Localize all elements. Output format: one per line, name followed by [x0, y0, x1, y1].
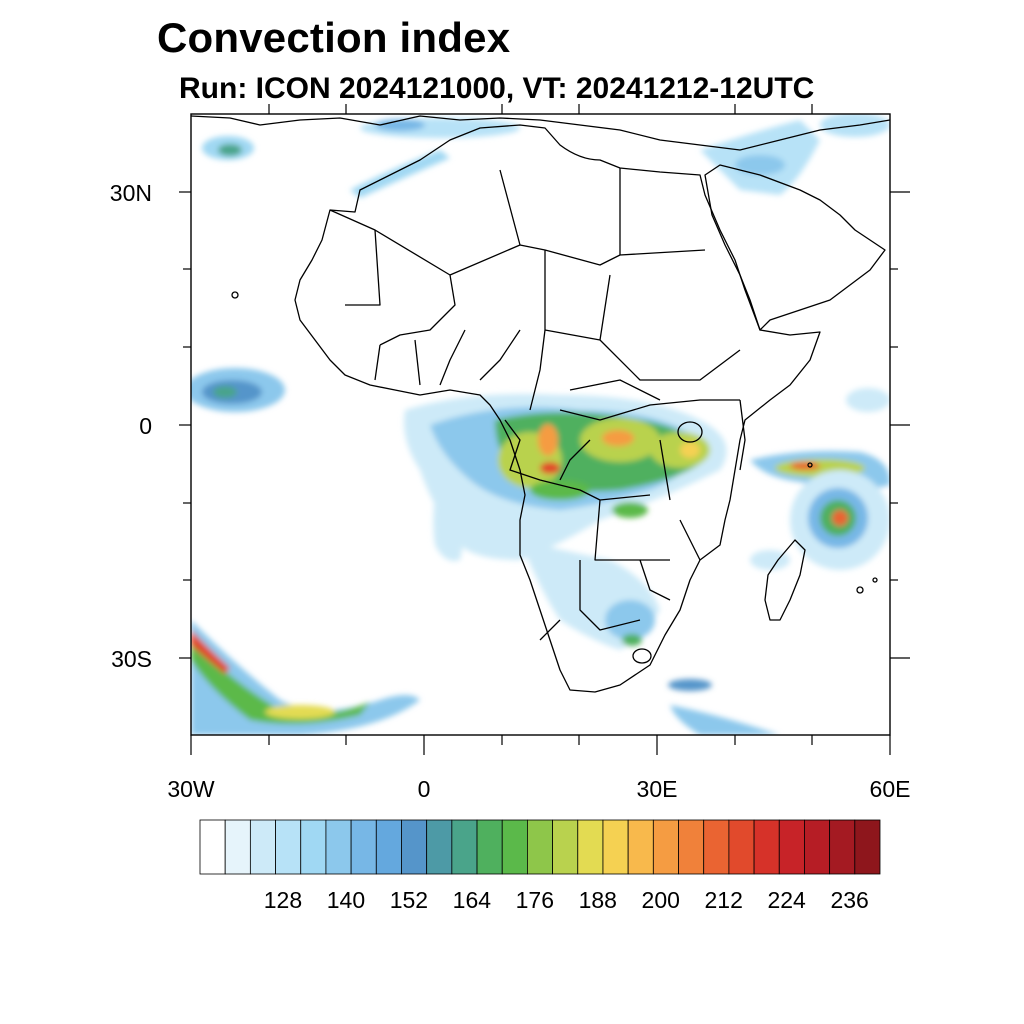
colorbar-swatch	[300, 819, 327, 875]
colorbar-swatch	[753, 819, 780, 875]
field-area-lesotho	[622, 634, 642, 646]
madagascar-coastline	[764, 539, 806, 621]
field-area-southeast-band	[670, 705, 780, 735]
colorbar-swatch	[552, 819, 579, 875]
lesotho-border	[632, 648, 652, 664]
colorbar-swatch	[804, 819, 831, 875]
colorbar-swatch	[476, 819, 503, 875]
colorbar-swatch	[602, 819, 629, 875]
field-area-south-atlantic-core	[191, 640, 370, 724]
field-area-south-atlantic-peak	[191, 630, 230, 674]
chart-subtitle: Run: ICON 2024121000, VT: 20241212-12UTC	[179, 72, 815, 105]
coastlines	[191, 115, 890, 693]
colorbar-swatch	[829, 819, 856, 875]
colorbar-swatch	[426, 819, 453, 875]
colorbar-label: 152	[389, 887, 429, 913]
lon-label-0: 0	[417, 776, 431, 802]
colorbar-swatch	[652, 819, 679, 875]
country-borders	[329, 168, 746, 641]
lat-label-0: 0	[139, 413, 152, 439]
field-area-tanzania-peak	[680, 442, 700, 458]
colorbar-swatch	[703, 819, 730, 875]
field-area-south-atlantic-mid	[265, 705, 335, 719]
colorbar-swatch	[451, 819, 478, 875]
colorbar-swatch	[678, 819, 705, 875]
colorbar-swatch	[350, 819, 377, 875]
colorbar-label: 164	[452, 887, 492, 913]
island	[856, 586, 864, 594]
island	[231, 291, 239, 299]
island	[807, 462, 813, 468]
field-area-gabon-peak	[538, 424, 558, 456]
field-area-nw-atlantic-core	[218, 144, 242, 156]
colorbar-swatch	[501, 819, 528, 875]
convection-field	[191, 114, 890, 735]
field-area-atlantic-west-peak	[213, 386, 237, 398]
colorbar-label: 188	[578, 887, 617, 913]
colorbar-swatch	[527, 819, 553, 875]
lake-tanganyika	[659, 439, 671, 501]
colorbar-label: 236	[830, 887, 869, 913]
field-area-south-africa	[605, 600, 655, 640]
colorbar-swatch	[325, 819, 352, 875]
lon-label-30e: 30E	[636, 776, 678, 802]
field-area-madagascar	[750, 550, 790, 570]
colorbar-swatch	[249, 819, 276, 875]
colorbar-swatch	[854, 819, 881, 875]
europe-coastline	[191, 115, 890, 151]
colorbar-label: 176	[515, 887, 554, 913]
field-area-north-africa	[350, 150, 450, 198]
africa-coastline	[294, 124, 821, 693]
lake-victoria	[677, 421, 703, 443]
colorbar-label: 128	[263, 887, 303, 913]
island	[872, 577, 878, 583]
arabia-coastline	[704, 164, 886, 331]
lat-label-30s: 30S	[111, 646, 152, 672]
field-area-drc-peak	[602, 430, 634, 446]
lon-label-30w: 30W	[167, 776, 215, 802]
field-area-cyclone-core	[832, 510, 848, 526]
colorbar-label: 140	[326, 887, 366, 913]
lat-label-30n: 30N	[109, 180, 152, 206]
colorbar-swatch	[627, 819, 654, 875]
colorbar-swatch	[199, 819, 226, 875]
colorbar-swatch	[728, 819, 755, 875]
field-area-se-coast	[668, 679, 712, 691]
colorbar-swatch	[275, 819, 302, 875]
colorbar-label: 212	[704, 887, 743, 913]
colorbar-swatch	[224, 819, 251, 875]
field-area-middle-east-core	[735, 155, 785, 175]
field-area-zambia	[612, 502, 648, 518]
colorbar-label: 200	[641, 887, 680, 913]
axis-ticks	[179, 104, 910, 755]
lon-label-60e: 60E	[869, 776, 911, 802]
field-area-indian-ocean-band-peak	[790, 462, 820, 470]
colorbar	[199, 819, 881, 875]
field-area-angola-north	[530, 480, 590, 500]
chart-title: Convection index	[157, 14, 511, 61]
field-area-sw-plume	[433, 470, 463, 561]
field-area-east-ocean	[846, 388, 890, 412]
colorbar-label: 224	[767, 887, 806, 913]
colorbar-swatch	[778, 819, 805, 875]
field-area-congo-peak	[540, 462, 560, 474]
colorbar-swatch	[401, 819, 428, 875]
field-area-mediterranean-core	[375, 119, 425, 131]
colorbar-swatch	[577, 819, 604, 875]
colorbar-swatch	[375, 819, 402, 875]
